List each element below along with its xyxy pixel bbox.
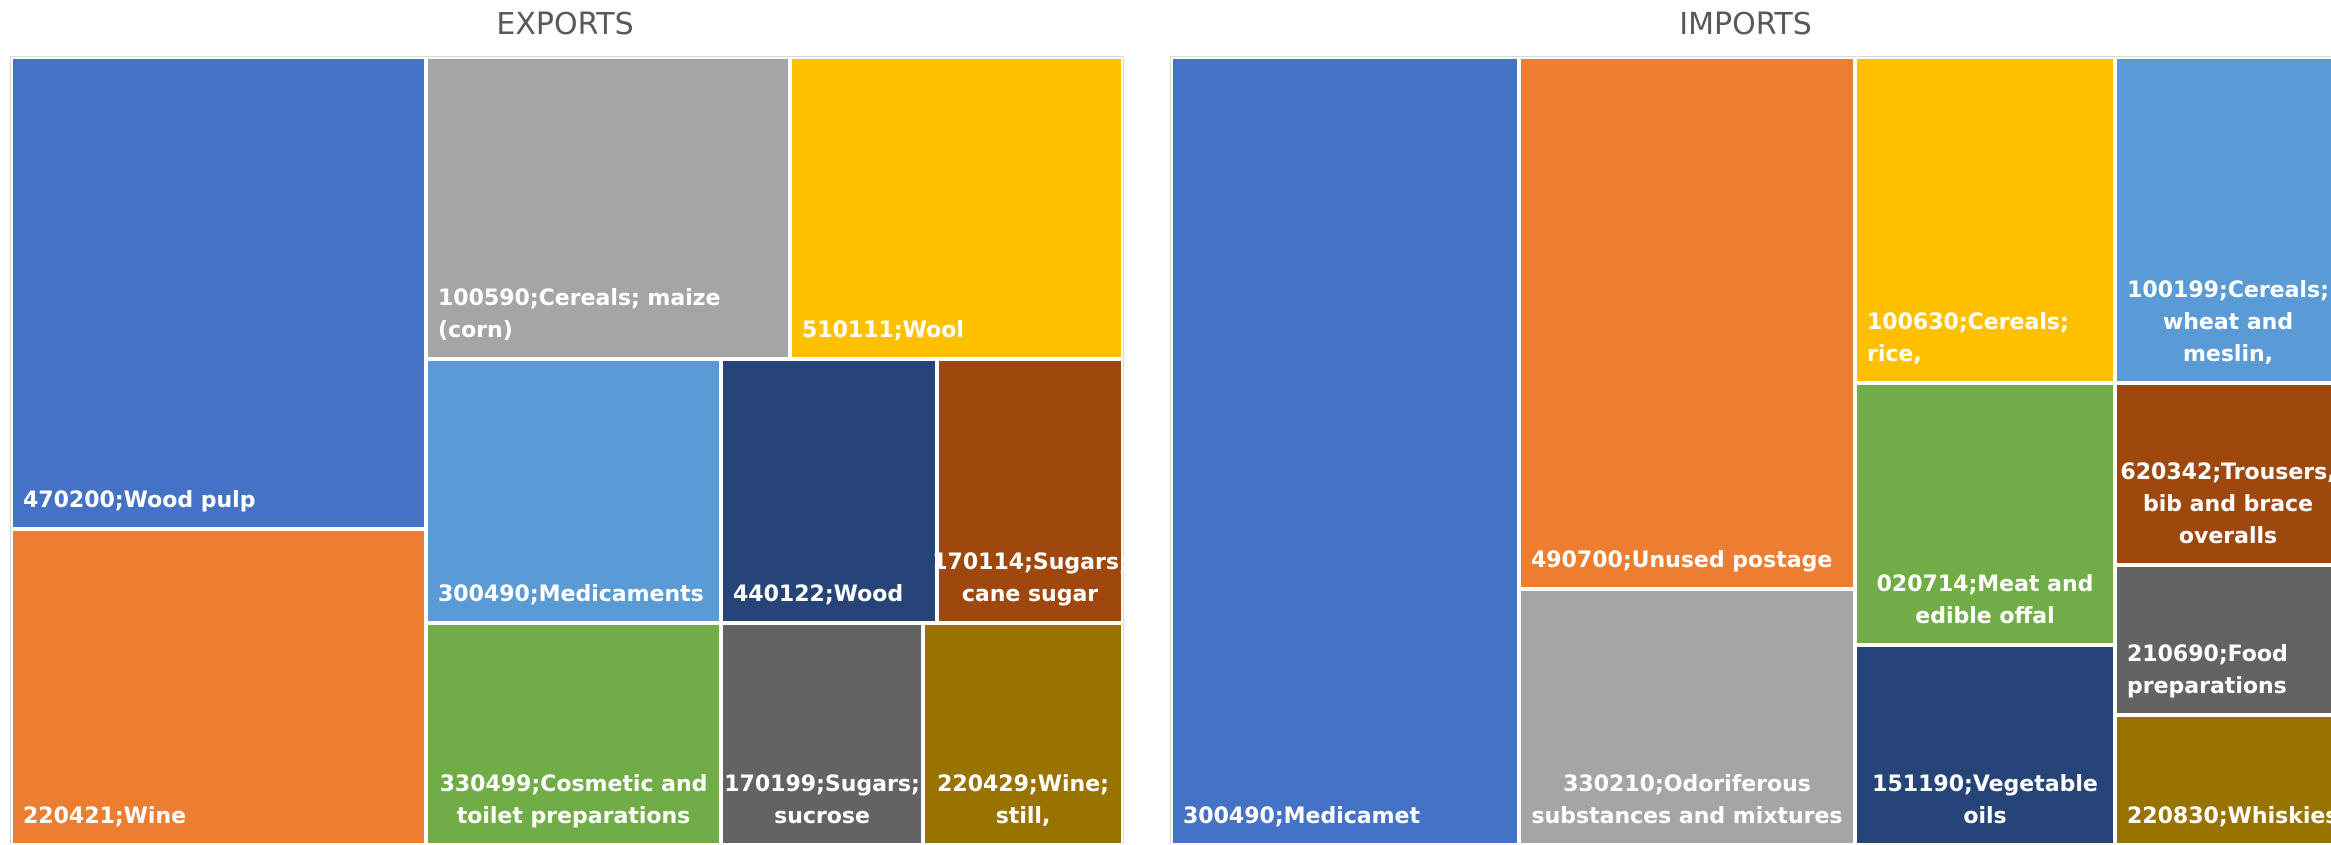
exports-title: EXPORTS: [496, 7, 634, 42]
export-tile-label: 510111;Wool: [802, 318, 964, 343]
export-tile-3: 510111;Wool: [790, 57, 1123, 359]
export-tile-5: 440122;Wood: [721, 359, 937, 623]
export-tile-label: 330499;Cosmetic and toilet preparations: [439, 772, 708, 829]
export-tile-label: 220421;Wine: [23, 804, 187, 829]
import-tile-3: 100630;Cereals; rice,: [1855, 57, 2115, 383]
exports-treemap: 470200;Wood pulp 220421;Wine 100590;Cereal…: [10, 56, 1128, 845]
export-tile-label: 170199;Sugars; sucrose: [724, 772, 920, 829]
export-tile-6: 170114;Sugars; cane sugar: [932, 359, 1128, 623]
import-tile-label: 210690;Food preparations: [2127, 642, 2288, 699]
import-tile-2: 330210;Odoriferous substances and mixtur…: [1519, 589, 1855, 845]
imports-panel: IMPORTS 300490;Medicamet 490700;Unused po…: [1160, 0, 2331, 845]
export-tile-label: 170114;Sugars; cane sugar: [932, 550, 1128, 607]
import-tile-5: 151190;Vegetable oils: [1855, 645, 2115, 845]
export-tile-2: 100590;Cereals; maize (corn): [426, 57, 790, 359]
import-tile-label: 020714;Meat and edible offal: [1876, 572, 2094, 629]
export-tile-7: 330499;Cosmetic and toilet preparations: [426, 623, 721, 845]
export-tile-1: 220421;Wine: [11, 529, 426, 845]
import-tile-0: 300490;Medicamet: [1171, 57, 1519, 845]
exports-panel: EXPORTS 470200;Wood pulp 220421;Wine 10059…: [0, 0, 1130, 845]
imports-title: IMPORTS: [1679, 7, 1812, 42]
export-tile-label: 440122;Wood: [733, 582, 904, 607]
imports-treemap: 300490;Medicamet 490700;Unused postage 330…: [1170, 56, 2331, 845]
import-tile-label: 620342;Trousers, bib and brace overalls: [2120, 460, 2331, 549]
import-tile-label: 300490;Medicamet: [1183, 804, 1420, 829]
export-tile-label: 100590;Cereals; maize (corn): [438, 286, 721, 343]
import-tile-4: 020714;Meat and edible offal: [1855, 383, 2115, 645]
export-tile-0: 470200;Wood pulp: [11, 57, 426, 529]
import-tile-label: 100630;Cereals; rice,: [1867, 310, 2069, 367]
export-tile-label: 300490;Medicaments: [438, 582, 704, 607]
import-tile-label: 220830;Whiskies: [2127, 804, 2331, 829]
import-tile-label: 151190;Vegetable oils: [1872, 772, 2098, 829]
export-tile-8: 170199;Sugars; sucrose: [721, 623, 923, 845]
export-tile-label: 220429;Wine; still,: [937, 772, 1109, 829]
import-tile-7: 620342;Trousers, bib and brace overalls: [2115, 383, 2331, 565]
import-tile-1: 490700;Unused postage: [1519, 57, 1855, 589]
export-tile-9: 220429;Wine; still,: [923, 623, 1123, 845]
import-tile-label: 330210;Odoriferous substances and mixtur…: [1531, 772, 1843, 829]
import-tile-6: 100199;Cereals; wheat and meslin,: [2115, 57, 2331, 383]
import-tile-9: 220830;Whiskies: [2115, 715, 2331, 845]
export-tile-4: 300490;Medicaments: [426, 359, 721, 623]
import-tile-label: 490700;Unused postage: [1531, 548, 1833, 573]
export-tile-label: 470200;Wood pulp: [23, 488, 256, 513]
import-tile-8: 210690;Food preparations: [2115, 565, 2331, 715]
import-tile-label: 100199;Cereals; wheat and meslin,: [2127, 278, 2329, 367]
